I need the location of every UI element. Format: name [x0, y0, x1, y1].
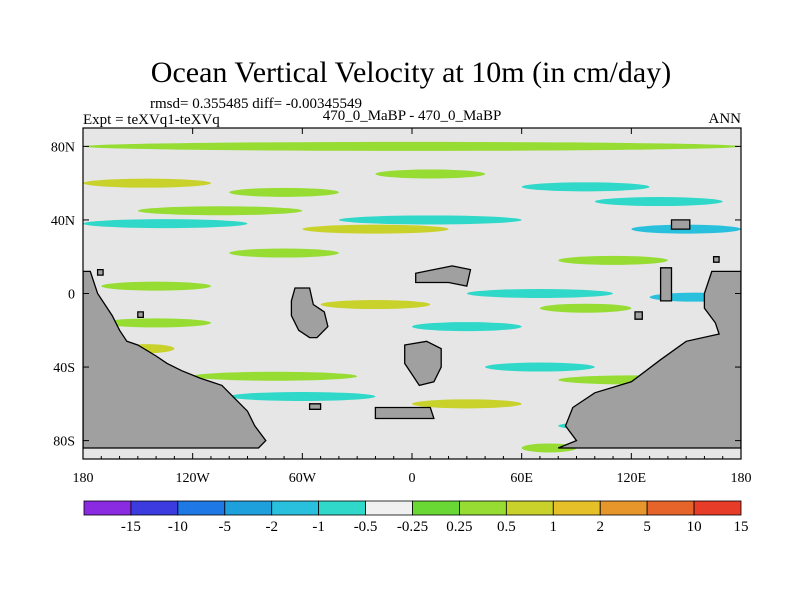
- field-feature: [521, 182, 650, 192]
- x-tick-label: 60W: [289, 471, 317, 486]
- field-feature: [229, 248, 339, 258]
- colorbar-swatch: [83, 500, 132, 516]
- colorbar-label: 5: [643, 519, 651, 535]
- y-axis: 80N 40N 0 40S 80S: [51, 140, 741, 450]
- land-islet-2: [137, 311, 144, 319]
- stats-line: rmsd= 0.355485 diff= -0.00345549: [150, 96, 362, 112]
- field-feature: [83, 219, 248, 229]
- colorbar-label: 10: [687, 519, 702, 535]
- x-axis: 180 120W 60W 0 60E 120E 180: [73, 128, 752, 486]
- colorbar-label: -0.25: [397, 519, 428, 535]
- land-arabia-strip: [659, 267, 673, 302]
- colorbar-label: 0.25: [446, 519, 472, 535]
- case-label: 470_0_MaBP - 470_0_MaBP: [323, 108, 502, 124]
- colorbar-swatch: [599, 500, 648, 516]
- field-feature: [229, 187, 339, 197]
- colorbar-swatch: [505, 500, 554, 516]
- colorbar-swatch: [646, 500, 695, 516]
- field-feature: [101, 281, 211, 291]
- field-feature: [229, 391, 376, 401]
- land-small-island-b: [308, 403, 322, 410]
- colorbar-swatch: [552, 500, 601, 516]
- y-tick-label: 40N: [51, 214, 75, 229]
- colorbar-label: -15: [121, 519, 141, 535]
- field-feature: [412, 399, 522, 409]
- colorbar-label: 0.5: [497, 519, 516, 535]
- colorbar-label: 1: [550, 519, 558, 535]
- land-small-island-a: [670, 219, 691, 230]
- x-tick-label: 180: [73, 471, 94, 486]
- y-tick-label: 80N: [51, 140, 75, 155]
- field-feature: [466, 289, 614, 298]
- land-layer: [83, 219, 741, 449]
- colorbar-swatch: [365, 500, 413, 516]
- land-eurasia-island: [415, 265, 472, 287]
- colorbar-label: 15: [734, 519, 749, 535]
- colorbar-swatch: [693, 500, 742, 516]
- field-feature: [338, 215, 522, 225]
- land-south-america: [290, 287, 329, 339]
- field-feature: [302, 224, 449, 234]
- y-tick-label: 0: [68, 288, 75, 303]
- colorbar: -15 -10 -5 -2 -1 -0.5 -0.25 0.25 0.5 1 2 5 10 15: [83, 500, 749, 535]
- x-tick-label: 120W: [176, 471, 211, 486]
- field-feature: [192, 371, 358, 381]
- field-feature: [485, 362, 595, 372]
- colorbar-label: -5: [219, 519, 232, 535]
- field-feature: [83, 141, 741, 151]
- colorbar-label: 2: [596, 519, 604, 535]
- colorbar-label: -0.5: [354, 519, 378, 535]
- land-islet-3: [634, 311, 643, 320]
- colorbar-swatch: [271, 500, 320, 516]
- colorbar-swatch: [130, 500, 179, 516]
- land-south-strip: [374, 406, 435, 420]
- land-islet-4: [712, 256, 720, 263]
- x-tick-label: 180: [731, 471, 752, 486]
- field-feature: [83, 178, 211, 188]
- colorbar-label: -2: [265, 519, 278, 535]
- land-east-continent: [557, 270, 741, 449]
- colorbar-swatch: [318, 500, 366, 516]
- chart-title: Ocean Vertical Velocity at 10m (in cm/da…: [151, 56, 671, 89]
- colorbar-swatch: [412, 500, 460, 516]
- land-islet-1: [96, 268, 104, 276]
- x-tick-label: 120E: [617, 471, 647, 486]
- field-feature: [558, 255, 668, 265]
- field-feature: [594, 197, 723, 207]
- field-feature: [375, 169, 486, 179]
- season-label: ANN: [709, 111, 742, 127]
- land-africa-blob: [404, 340, 442, 387]
- y-tick-label: 40S: [53, 361, 75, 376]
- field-feature: [412, 322, 522, 332]
- x-tick-label: 0: [409, 471, 416, 486]
- field-feature: [539, 303, 632, 313]
- experiment-label: Expt = teXVq1-teXVq: [83, 112, 220, 128]
- colorbar-swatch: [177, 500, 226, 516]
- field-layer: [83, 141, 741, 453]
- colorbar-swatch: [459, 500, 507, 516]
- x-tick-label: 60E: [510, 471, 533, 486]
- y-tick-label: 80S: [53, 435, 75, 450]
- land-north-america-west: [83, 270, 267, 449]
- colorbar-label: -1: [312, 519, 325, 535]
- field-feature: [320, 300, 431, 310]
- colorbar-label: -10: [168, 519, 188, 535]
- colorbar-swatch: [224, 500, 273, 516]
- field-feature: [137, 206, 303, 216]
- field-feature: [101, 318, 211, 328]
